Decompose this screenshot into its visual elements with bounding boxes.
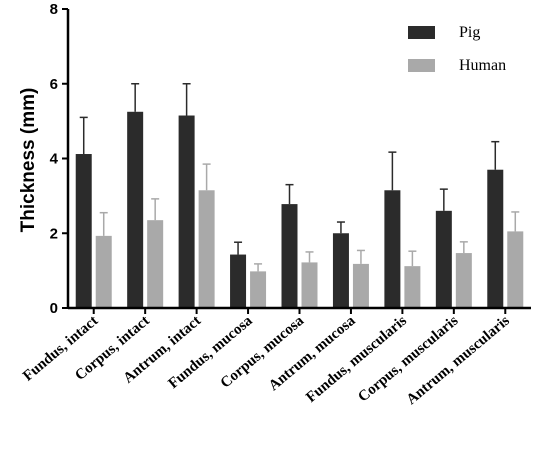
- bar-pig: [230, 254, 247, 308]
- legend: Pig Human: [408, 24, 506, 74]
- y-ticks-layer: 0 2 4 6 8: [50, 1, 68, 317]
- bars-layer: [75, 111, 524, 308]
- bar-human: [301, 262, 318, 308]
- x-tick-label: Antrum, mucosa: [266, 312, 359, 394]
- bar-pig: [332, 233, 349, 308]
- legend-swatch-pig: [408, 26, 435, 39]
- y-tick-label: 0: [50, 300, 58, 317]
- y-axis-label: Thickness (mm): [18, 88, 39, 233]
- bar-human: [95, 235, 112, 308]
- legend-label-pig: Pig: [459, 24, 480, 41]
- bar-human: [198, 190, 215, 308]
- bar-human: [455, 253, 472, 308]
- error-bars-layer: [79, 83, 520, 272]
- bar-human: [404, 266, 421, 308]
- bar-pig: [435, 210, 452, 308]
- bar-pig: [384, 190, 401, 308]
- y-tick-label: 6: [50, 76, 58, 93]
- bar-pig: [127, 111, 144, 308]
- bar-pig: [178, 115, 195, 308]
- y-tick-label: 2: [50, 225, 58, 242]
- bar-pig: [75, 154, 92, 308]
- bar-human: [507, 231, 524, 308]
- bar-pig: [281, 204, 298, 308]
- legend-swatch-human: [408, 59, 435, 72]
- bar-pig: [487, 169, 504, 308]
- bar-human: [352, 263, 369, 308]
- y-tick-label: 4: [50, 151, 59, 168]
- bar-human: [147, 220, 164, 308]
- y-tick-label: 8: [50, 1, 58, 18]
- bar-human: [250, 271, 267, 308]
- legend-label-human: Human: [459, 57, 506, 74]
